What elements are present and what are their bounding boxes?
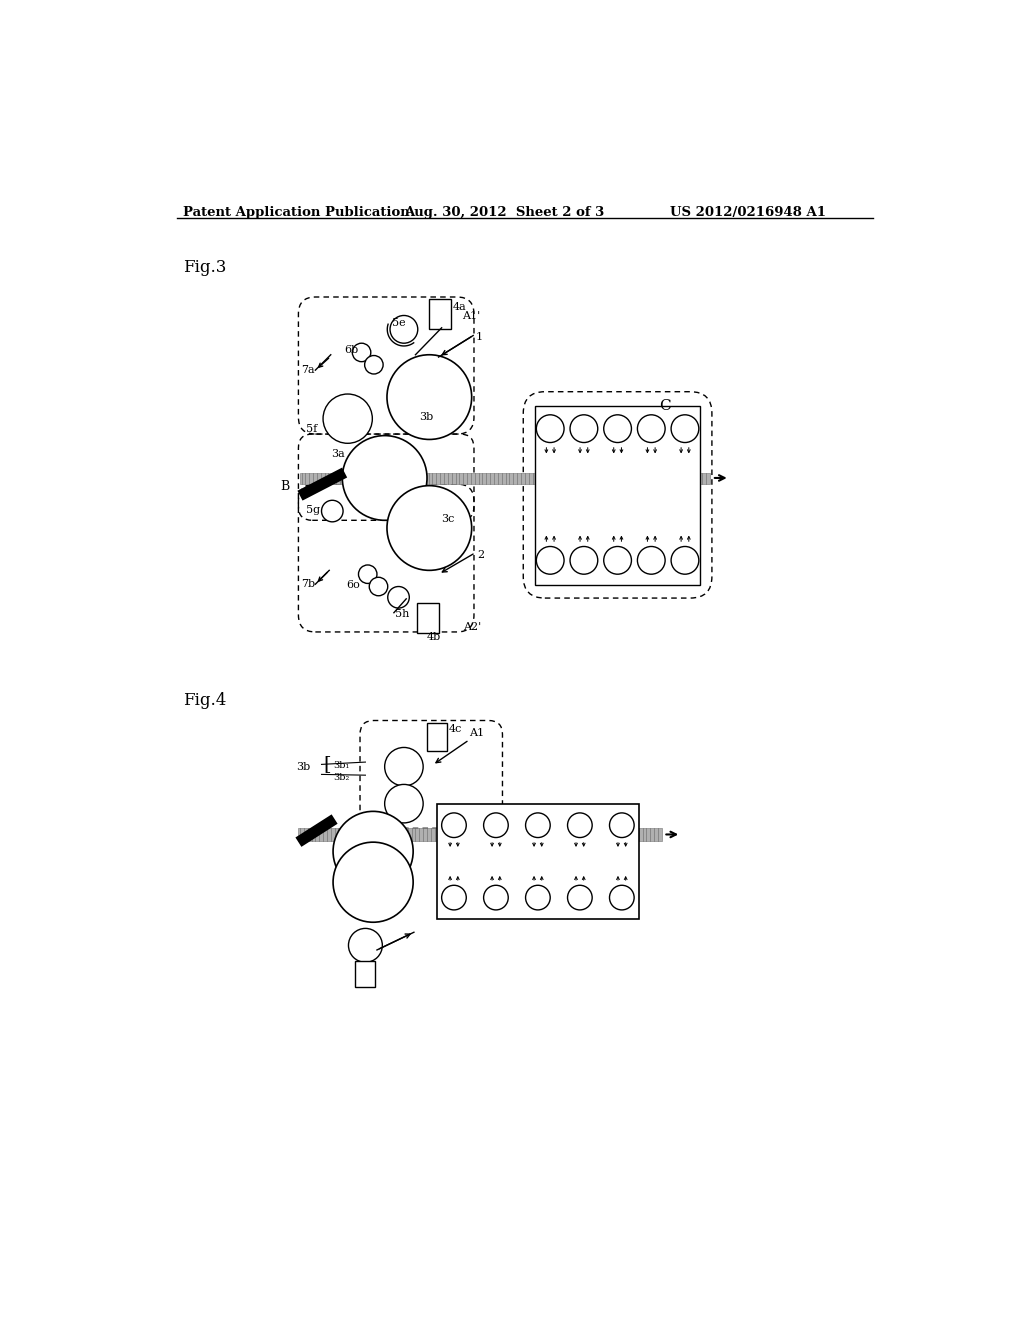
Circle shape [352,343,371,362]
Text: 1: 1 [475,331,482,342]
Circle shape [322,500,343,521]
Text: A1': A1' [462,312,480,321]
Text: 4c: 4c [449,725,462,734]
Bar [535,405,700,585]
Circle shape [567,813,592,838]
Text: 5e: 5e [392,318,406,327]
Text: 2: 2 [477,549,484,560]
Bar [300,473,710,484]
Circle shape [609,886,634,909]
Circle shape [525,886,550,909]
Circle shape [323,395,373,444]
Text: Fig.4: Fig.4 [183,692,226,709]
Circle shape [537,546,564,574]
Text: 3a: 3a [331,449,344,459]
Text: [: [ [323,755,331,772]
Circle shape [358,565,377,583]
Circle shape [390,315,418,343]
Text: A1: A1 [469,729,484,738]
Circle shape [604,414,632,442]
Text: 3b₂: 3b₂ [333,774,349,781]
Bar [437,804,639,919]
Bar [429,300,451,329]
Text: 7b: 7b [301,579,315,589]
Circle shape [483,886,508,909]
Circle shape [570,414,598,442]
Circle shape [525,813,550,838]
Circle shape [537,414,564,442]
Circle shape [333,842,413,923]
Text: 5f: 5f [306,424,317,434]
Circle shape [385,747,423,785]
Circle shape [387,486,472,570]
Circle shape [604,546,632,574]
Circle shape [637,414,666,442]
Circle shape [671,414,698,442]
Circle shape [370,577,388,595]
Circle shape [441,813,466,838]
Circle shape [637,546,666,574]
Text: Patent Application Publication: Patent Application Publication [183,206,410,219]
Text: 6o: 6o [346,581,359,590]
Circle shape [671,546,698,574]
Text: B: B [281,480,290,494]
Text: 6b: 6b [345,345,358,355]
Text: Aug. 30, 2012  Sheet 2 of 3: Aug. 30, 2012 Sheet 2 of 3 [403,206,604,219]
Text: 3c: 3c [441,515,455,524]
Text: 7a: 7a [301,364,315,375]
Circle shape [333,812,413,891]
Text: Fig.3: Fig.3 [183,259,226,276]
Text: 5h: 5h [394,609,409,619]
Bar [417,603,438,632]
Bar [354,961,375,987]
Circle shape [609,813,634,838]
Circle shape [483,813,508,838]
Text: C: C [659,400,671,413]
Text: 5g: 5g [306,506,321,515]
Text: 4a: 4a [453,302,466,312]
Text: US 2012/0216948 A1: US 2012/0216948 A1 [670,206,825,219]
Text: 4b: 4b [427,632,441,642]
Circle shape [348,928,382,962]
Bar [427,723,447,751]
Bar [298,829,662,841]
Circle shape [387,355,472,440]
Circle shape [388,586,410,609]
Text: 3b₁: 3b₁ [333,762,349,771]
Circle shape [567,886,592,909]
Text: 3b: 3b [296,762,310,772]
Circle shape [570,546,598,574]
Circle shape [385,784,423,822]
Circle shape [342,436,427,520]
Text: 3b: 3b [419,412,433,422]
Circle shape [365,355,383,374]
Circle shape [441,886,466,909]
Text: A2': A2' [463,622,481,632]
